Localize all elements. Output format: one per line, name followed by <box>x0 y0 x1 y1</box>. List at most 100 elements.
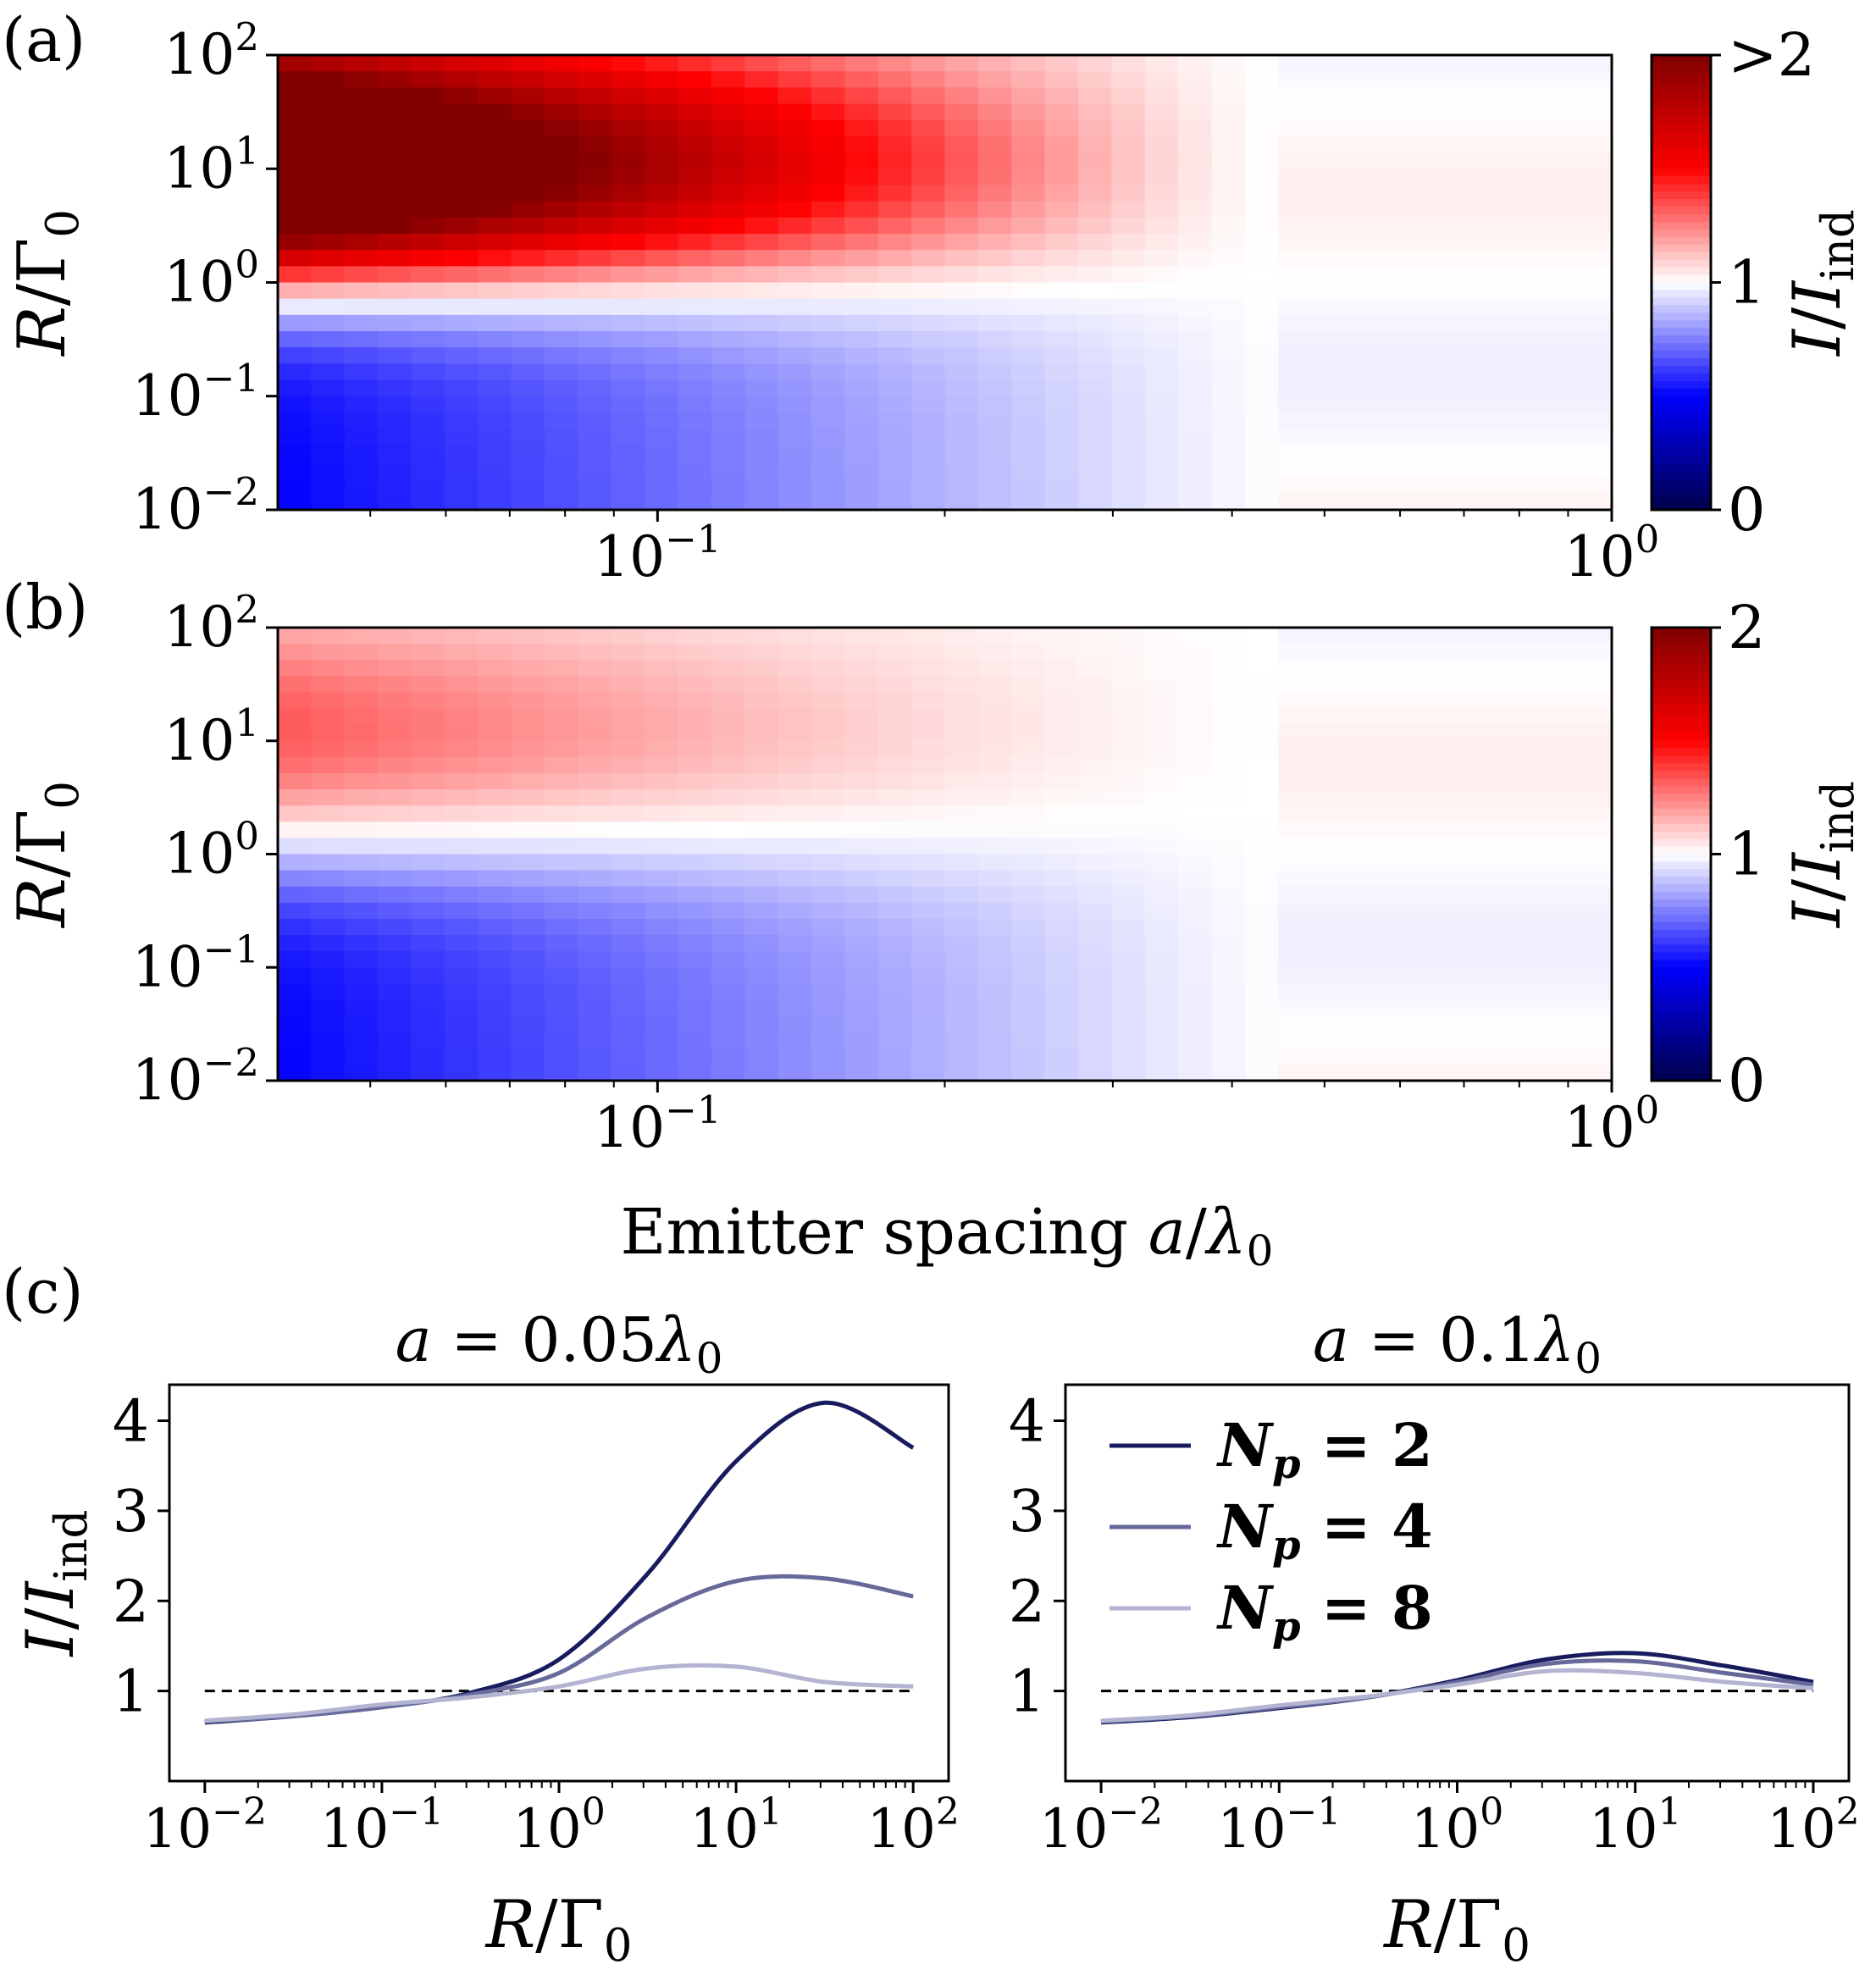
heatmap-cell <box>311 314 346 332</box>
heatmap-cell <box>911 103 946 121</box>
heatmap-cell <box>877 838 912 855</box>
heatmap-cell <box>1244 1032 1279 1049</box>
heatmap-cell <box>444 1064 479 1082</box>
heatmap-cell <box>1545 660 1580 677</box>
heatmap-cell <box>1411 967 1446 984</box>
heatmap-cell <box>344 886 379 904</box>
heatmap-cell <box>811 266 845 284</box>
heatmap-cell <box>977 724 1012 742</box>
heatmap-cell <box>1011 822 1046 838</box>
heatmap-cell <box>1478 379 1513 397</box>
heatmap-cell <box>1545 870 1580 888</box>
heatmap-cell <box>1044 1048 1079 1065</box>
heatmap-cell <box>1144 396 1179 413</box>
heatmap-cell <box>1545 854 1580 871</box>
heatmap-cell <box>1345 772 1379 790</box>
heatmap-cell <box>1111 412 1146 429</box>
heatmap-cell <box>645 644 679 661</box>
heatmap-cell <box>678 396 712 413</box>
heatmap-cell <box>1178 789 1213 806</box>
heatmap-cell <box>778 676 812 694</box>
heatmap-cell <box>877 902 912 920</box>
heatmap-cell <box>545 461 578 479</box>
heatmap-cell <box>844 331 879 348</box>
heatmap-cell <box>1278 169 1313 186</box>
heatmap-cell <box>1545 282 1580 300</box>
heatmap-cell <box>977 644 1012 661</box>
heatmap-cell <box>678 379 712 397</box>
heatmap-cell <box>378 805 412 822</box>
heatmap-cell <box>1278 185 1313 202</box>
heatmap-cell <box>944 692 979 710</box>
heatmap-cell <box>611 250 645 267</box>
heatmap-cell <box>1311 967 1346 984</box>
heatmap-cell <box>944 477 979 495</box>
heatmap-cell <box>944 169 979 186</box>
heatmap-cell <box>1445 756 1480 774</box>
heatmap-cell <box>977 493 1012 511</box>
heatmap-cell <box>511 217 545 235</box>
heatmap-cell <box>1378 363 1413 381</box>
heatmap-cell <box>444 71 479 88</box>
heatmap-cell <box>944 676 979 694</box>
heatmap-cell <box>1578 854 1613 871</box>
heatmap-cell <box>844 55 879 72</box>
heatmap-cell <box>645 477 679 495</box>
y-tick-label: 100 <box>163 814 259 887</box>
heatmap-cell <box>811 363 845 381</box>
heatmap-cell <box>1411 461 1446 479</box>
heatmap-cell <box>511 902 545 920</box>
heatmap-cell <box>1244 918 1279 936</box>
heatmap-cell <box>1144 1048 1179 1065</box>
heatmap-cell <box>344 660 379 677</box>
heatmap-cell <box>344 493 379 511</box>
heatmap-cell <box>645 983 679 1001</box>
heatmap-cell <box>1044 298 1079 316</box>
y-tick-label: 10−2 <box>132 1040 259 1113</box>
heatmap-cell <box>811 477 845 495</box>
heatmap-cell <box>1445 493 1480 511</box>
heatmap-cell <box>1011 902 1046 920</box>
heatmap-cell <box>1511 805 1546 822</box>
heatmap-cell <box>378 789 412 806</box>
heatmap-cell <box>411 379 445 397</box>
heatmap-cell <box>844 708 879 726</box>
heatmap-cell <box>1211 363 1246 381</box>
heatmap-cell <box>1211 967 1246 984</box>
heatmap-cell <box>645 331 679 348</box>
heatmap-cell <box>611 692 645 710</box>
heatmap-cell <box>844 772 879 790</box>
heatmap-cell <box>1378 87 1413 105</box>
heatmap-cell <box>478 119 512 137</box>
heatmap-cell <box>1378 233 1413 251</box>
heatmap-cell <box>1478 493 1513 511</box>
colorbar-segment <box>1652 108 1711 117</box>
heatmap-cell <box>778 152 812 169</box>
heatmap-cell <box>1445 169 1480 186</box>
colorbar-segment <box>1652 1027 1711 1037</box>
heatmap-cell <box>1411 999 1446 1017</box>
heatmap-cell <box>1078 314 1112 332</box>
heatmap-cell <box>444 660 479 677</box>
heatmap-cell <box>1244 886 1279 904</box>
x-axis-label-emitter-spacing: Emitter spacing a/λ0 <box>621 1196 1274 1275</box>
heatmap-cell <box>378 396 412 413</box>
heatmap-cell <box>478 298 512 316</box>
heatmap-cell <box>611 396 645 413</box>
heatmap-cell <box>1311 493 1346 511</box>
heatmap-cell <box>811 1064 845 1082</box>
heatmap-cell <box>378 708 412 726</box>
heatmap-cell <box>1044 822 1079 838</box>
heatmap-cell <box>1578 136 1613 153</box>
heatmap-cell <box>645 724 679 742</box>
heatmap-cell <box>1278 298 1313 316</box>
heatmap-cell <box>344 772 379 790</box>
heatmap-cell <box>545 71 578 88</box>
heatmap-cell <box>678 772 712 790</box>
heatmap-cell <box>1378 644 1413 661</box>
heatmap-cell <box>1478 918 1513 936</box>
heatmap-cell <box>578 1015 612 1033</box>
heatmap-cell <box>877 822 912 838</box>
heatmap-cell <box>1445 805 1480 822</box>
heatmap-cell <box>678 152 712 169</box>
